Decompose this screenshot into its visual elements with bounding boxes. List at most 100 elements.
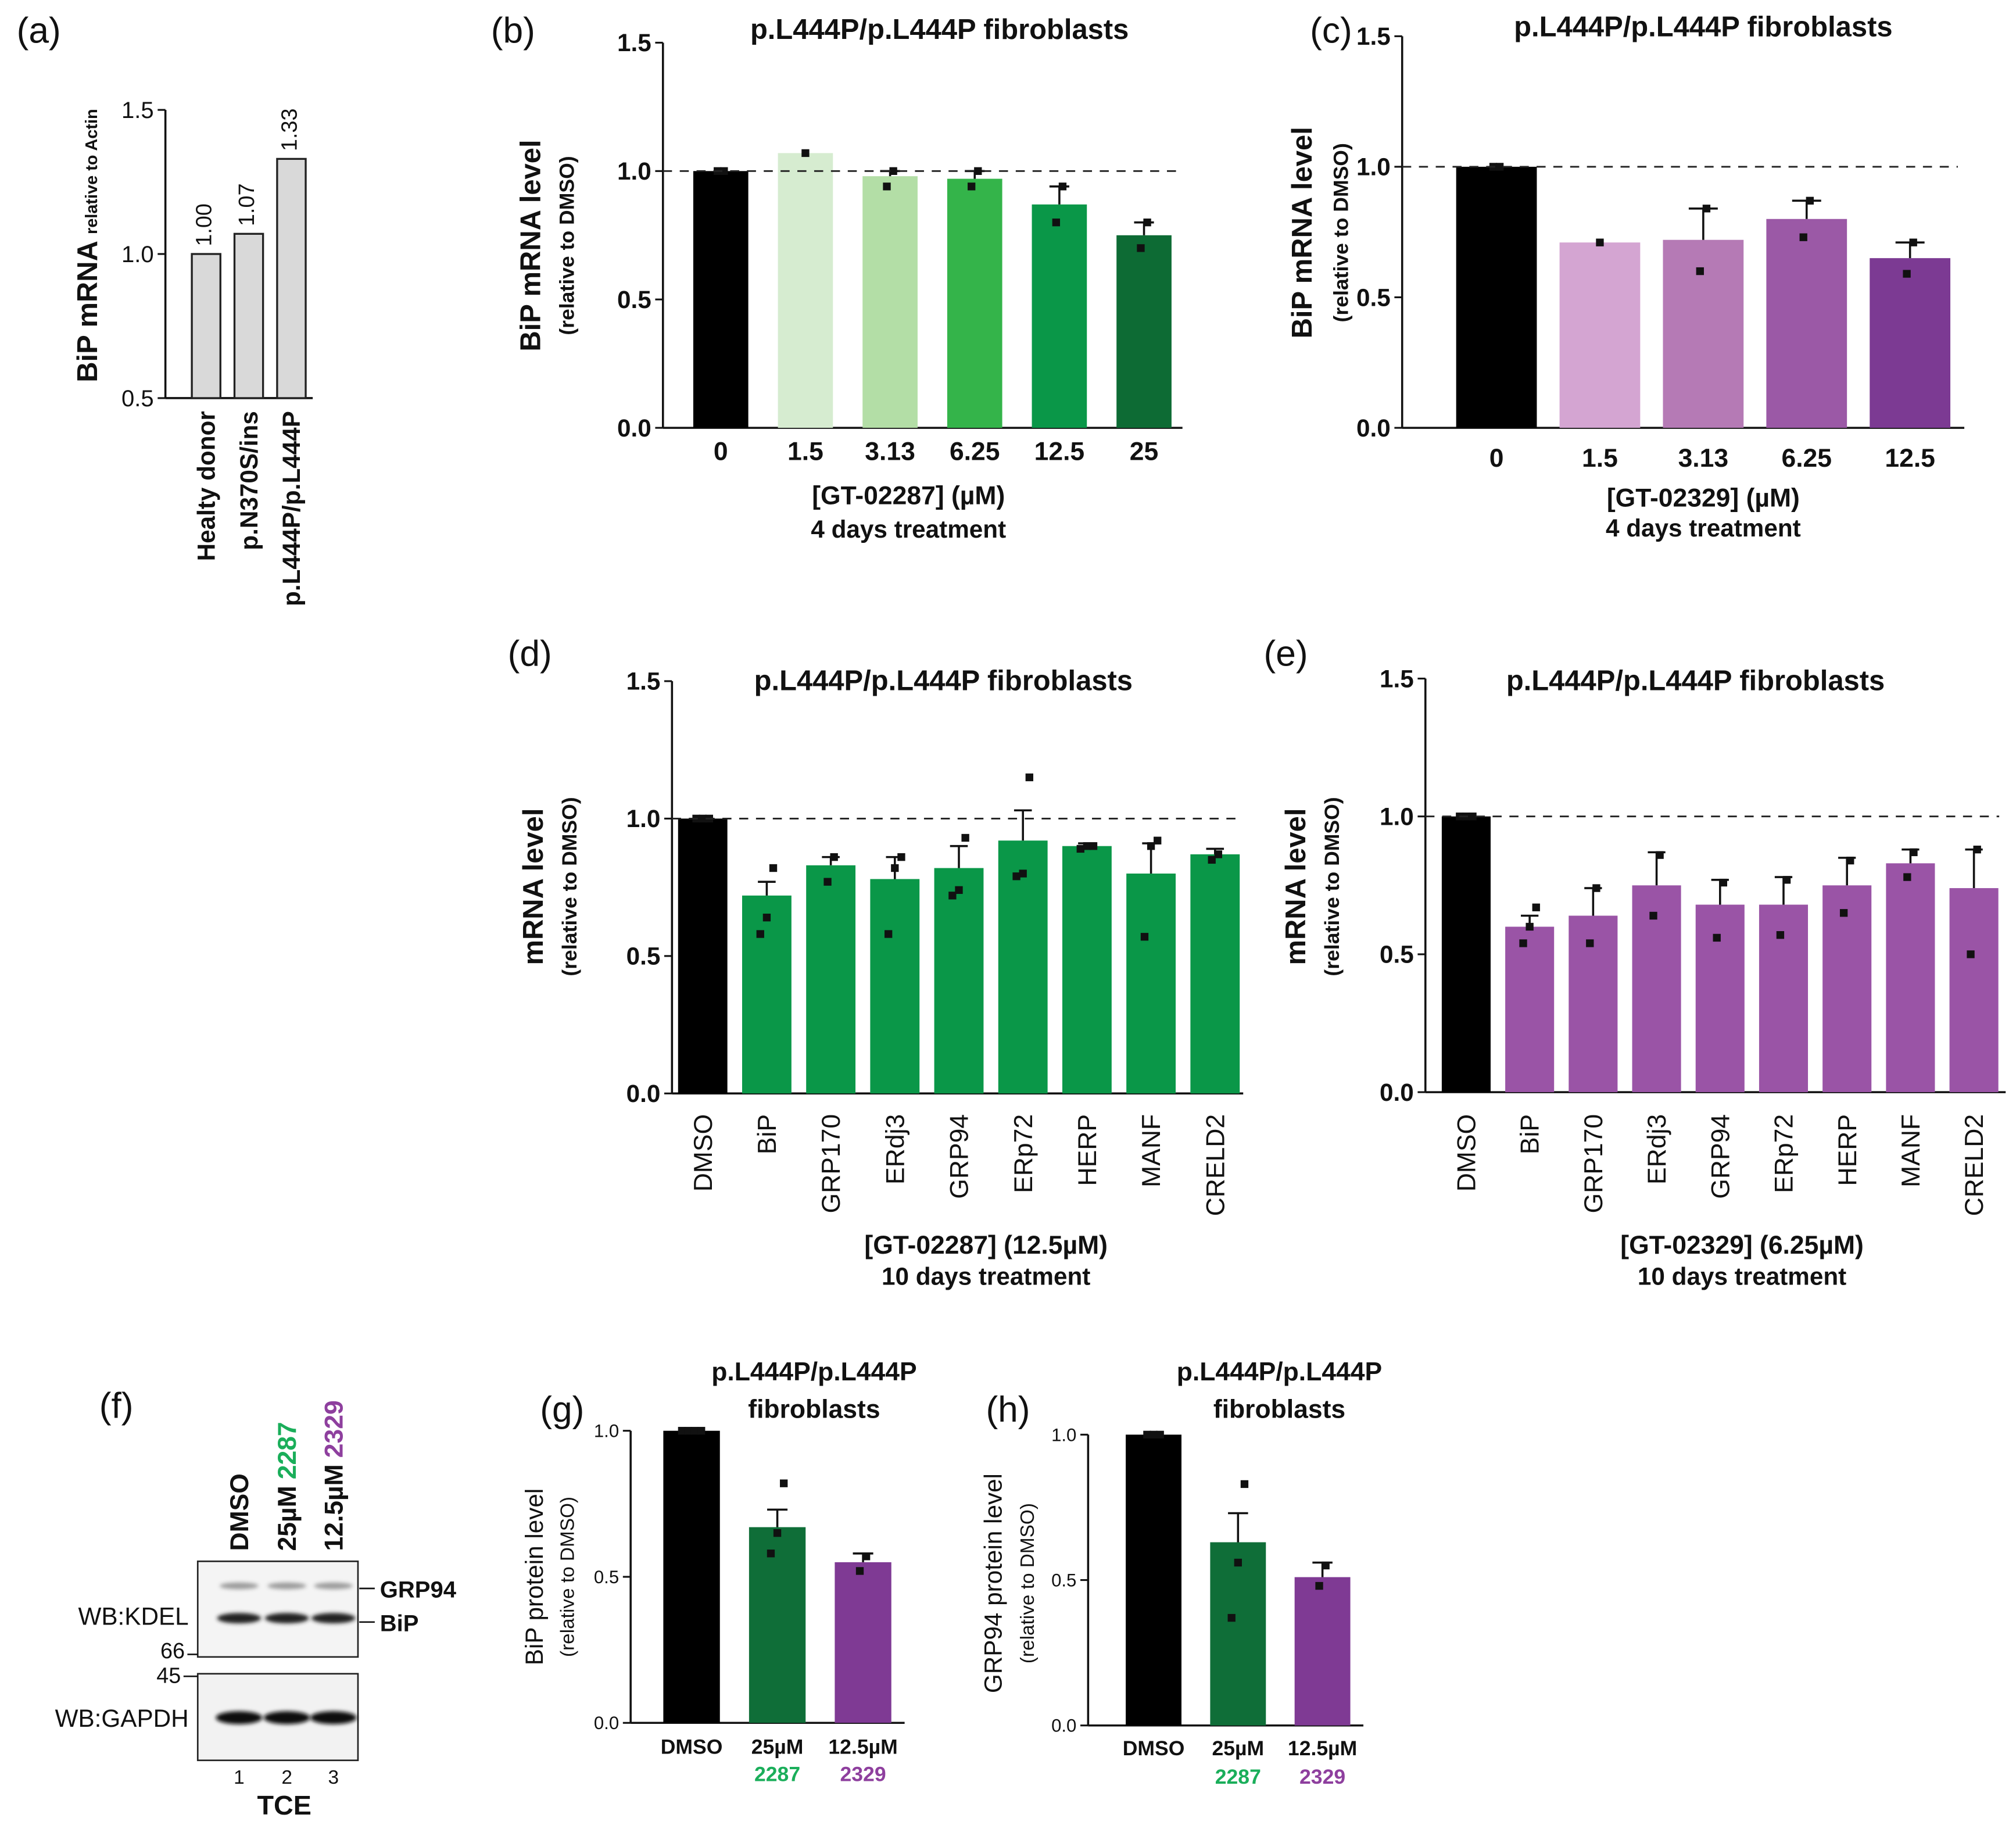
y-tick-label: 1.0: [626, 805, 661, 832]
band-label: BiP: [380, 1611, 419, 1636]
bar: [1886, 863, 1935, 1093]
band: [263, 1711, 310, 1724]
data-point: [1806, 196, 1814, 205]
data-point: [1058, 182, 1067, 191]
panel-label: (g): [540, 1390, 584, 1430]
bar: [1870, 258, 1951, 428]
y-tick-label: 0.0: [1356, 414, 1391, 442]
data-point: [1322, 1561, 1330, 1570]
data-point: [1012, 872, 1020, 881]
data-point: [756, 930, 764, 938]
y-axis-sublabel: (relative to DMSO): [557, 1497, 578, 1657]
data-point: [767, 1550, 775, 1558]
blot-footer: TCE: [257, 1790, 311, 1820]
data-point: [1156, 1430, 1164, 1439]
bar: [1062, 846, 1112, 1094]
x-tick-label: HERP: [1834, 1114, 1862, 1186]
y-axis-label: BiP protein level: [521, 1488, 548, 1666]
x-tick-label: 0: [714, 438, 728, 466]
data-point: [1025, 773, 1033, 782]
lane-compound: 2329: [320, 1400, 348, 1458]
y-tick-label: 0.5: [121, 386, 154, 411]
x-tick-label: p.N370S/ins: [235, 411, 263, 550]
data-point: [1532, 903, 1540, 911]
data-point: [1592, 884, 1600, 892]
bar: [191, 253, 221, 399]
lane-label: 12.5µM 2329: [320, 1400, 348, 1551]
x-tick-label: HERP: [1073, 1114, 1102, 1186]
chart-title: p.L444P/p.L444P: [711, 1358, 916, 1386]
x-tick-label: 3.13: [865, 438, 915, 466]
data-point: [823, 878, 832, 886]
y-axis-label-main: BiP mRNA: [72, 241, 103, 382]
blot-label: WB:GAPDH: [55, 1705, 189, 1732]
data-point: [1469, 813, 1477, 821]
y-tick-label: 0.5: [1356, 284, 1391, 311]
bar: [276, 158, 307, 399]
lane-label: 25µM 2287: [273, 1422, 302, 1551]
data-point: [883, 182, 891, 191]
data-point: [1234, 1558, 1242, 1567]
y-tick-label: 0.0: [1051, 1716, 1076, 1736]
x-axis-label: [GT-02329] (6.25µM): [1620, 1231, 1864, 1259]
x-tick-label: CRELD2: [1960, 1114, 1989, 1216]
bar: [806, 865, 856, 1094]
lane-number: 3: [328, 1767, 339, 1788]
x-tick-sublabel: 2287: [754, 1762, 800, 1785]
x-tick-label: DMSO: [1123, 1737, 1185, 1760]
chart-title: fibroblasts: [1213, 1395, 1345, 1423]
x-tick-label: DMSO: [689, 1114, 718, 1191]
error-bar: [1965, 848, 1983, 889]
bar: [1559, 242, 1641, 428]
bar: [693, 171, 749, 428]
bar: [835, 1562, 891, 1723]
lane-compound: 2287: [273, 1422, 302, 1479]
y-axis-label: mRNA level: [1280, 808, 1312, 965]
panel-label: (a): [17, 10, 61, 51]
bar: [1695, 904, 1745, 1093]
error-bar: [767, 1508, 788, 1527]
x-tick-label: 3.13: [1678, 444, 1729, 473]
blot-frame: [196, 1560, 359, 1658]
data-point: [1143, 219, 1151, 227]
value-label: 1.00: [192, 203, 217, 246]
lane-label: DMSO: [225, 1473, 254, 1551]
error-bar: [1688, 207, 1718, 240]
data-point: [862, 1552, 871, 1561]
bar: [1116, 235, 1172, 428]
size-marker: 66: [160, 1639, 185, 1663]
y-tick-label: 0.0: [1380, 1079, 1414, 1106]
data-point: [1910, 848, 1918, 857]
bar: [1822, 885, 1872, 1093]
x-tick-label: GRP94: [1706, 1114, 1735, 1199]
x-tick-label: 12.5µM: [1288, 1737, 1357, 1760]
bar: [1294, 1577, 1351, 1726]
data-point: [1656, 851, 1664, 859]
x-tick-label: 1.5: [787, 438, 823, 466]
data-point: [801, 149, 810, 158]
x-axis-label: 4 days treatment: [811, 516, 1006, 543]
bar: [1766, 219, 1847, 428]
data-point: [1967, 950, 1975, 958]
data-point: [974, 167, 982, 175]
y-tick-label: 1.0: [1051, 1425, 1076, 1445]
bar: [778, 153, 833, 428]
panel-label: (h): [986, 1390, 1030, 1430]
data-point: [955, 886, 963, 894]
x-axis-label: 4 days treatment: [1606, 514, 1801, 542]
data-point: [891, 864, 899, 872]
data-point: [684, 1427, 693, 1435]
data-point: [1713, 933, 1721, 942]
x-tick-label: p.L444P/p.L444P: [278, 411, 305, 606]
x-tick-label: ERp72: [1770, 1114, 1799, 1193]
data-point: [1782, 876, 1791, 884]
x-tick-sublabel: 2287: [1215, 1765, 1261, 1788]
data-point: [1696, 267, 1704, 275]
y-tick-label: 0.0: [594, 1713, 619, 1733]
band: [264, 1613, 309, 1624]
bar: [862, 176, 918, 428]
x-tick-label: GRP170: [817, 1114, 846, 1214]
x-tick-sublabel: 2329: [840, 1762, 886, 1785]
data-point: [1586, 939, 1594, 947]
bar: [1032, 204, 1087, 428]
